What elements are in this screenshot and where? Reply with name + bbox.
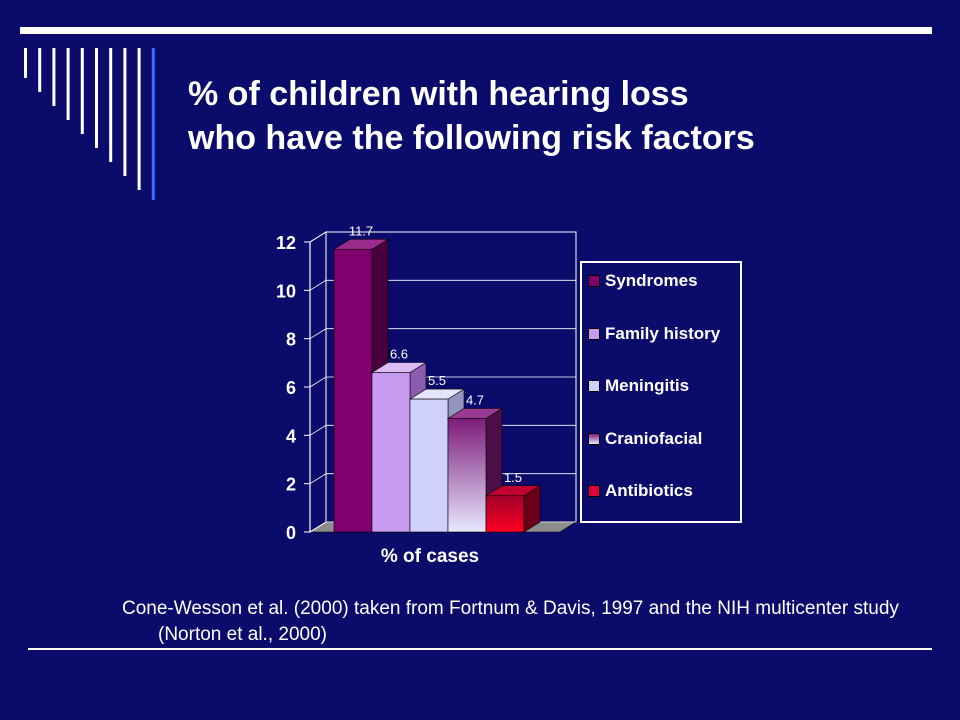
- y-tick-label: 4: [286, 426, 296, 446]
- legend-item-craniofacial: Craniofacial: [588, 429, 702, 449]
- legend-swatch: [588, 485, 600, 497]
- x-axis-label: % of cases: [381, 546, 479, 567]
- legend-swatch: [588, 432, 600, 445]
- gridline: [309, 328, 576, 340]
- title-line-2: who have the following risk factors: [188, 119, 755, 157]
- legend-item-family-history: Family history: [588, 324, 720, 344]
- y-tick-label: 8: [286, 330, 296, 350]
- decorative-bar: [52, 48, 56, 106]
- bar-craniofacial: [447, 418, 487, 533]
- data-label: 1.5: [504, 470, 522, 485]
- legend-item-antibiotics: Antibiotics: [588, 481, 693, 501]
- decorative-vertical-bars: [24, 48, 155, 200]
- chart-legend: Syndromes Family history Meningitis Craniof…: [580, 261, 742, 523]
- top-rule: [20, 27, 932, 34]
- decorative-bar: [123, 48, 127, 176]
- legend-item-meningitis: Meningitis: [588, 376, 689, 396]
- legend-label: Antibiotics: [605, 481, 693, 500]
- decorative-bar: [151, 48, 155, 200]
- bar-family-history: [371, 372, 411, 533]
- y-tick-label: 0: [286, 523, 296, 543]
- citation-text: Cone-Wesson et al. (2000) taken from For…: [122, 598, 899, 645]
- gridline: [309, 231, 576, 243]
- legend-label: Family history: [605, 323, 721, 343]
- data-label: 4.7: [466, 392, 484, 407]
- gridline: [309, 376, 576, 388]
- data-label: 5.5: [428, 373, 446, 388]
- decorative-bar: [137, 48, 141, 190]
- y-tick-label: 12: [276, 233, 296, 253]
- slide-title: % of children with hearing loss who have…: [188, 72, 928, 160]
- legend-item-syndromes: Syndromes: [588, 271, 698, 291]
- decorative-bar: [24, 48, 27, 78]
- legend-label: Craniofacial: [605, 428, 703, 448]
- bar-antibiotics: [485, 495, 525, 533]
- y-tick-label: 2: [286, 475, 296, 495]
- decorative-bar: [66, 48, 70, 120]
- decorative-bar: [38, 48, 42, 92]
- y-tick-label: 6: [286, 378, 296, 398]
- legend-swatch: [588, 275, 600, 287]
- bar-chart: 0 2 4 6 8 10 12 11.7 6.6 5.5 4.7 1.5 % of cases: [276, 223, 578, 567]
- bar-syndromes: [333, 248, 373, 533]
- decorative-bar: [109, 48, 113, 162]
- bottom-rule: [28, 648, 932, 650]
- legend-label: Meningitis: [605, 376, 690, 395]
- legend-swatch: [588, 327, 600, 340]
- data-label: 6.6: [390, 347, 408, 362]
- legend-swatch: [588, 380, 600, 392]
- legend-label: Syndromes: [605, 271, 698, 290]
- decorative-bar: [80, 48, 84, 134]
- decorative-bar: [95, 48, 98, 148]
- y-tick-label: 10: [276, 281, 296, 301]
- gridline: [309, 279, 576, 291]
- bar-meningitis: [409, 398, 449, 533]
- title-line-1: % of children with hearing loss: [188, 75, 689, 113]
- data-label: 11.7: [349, 223, 373, 238]
